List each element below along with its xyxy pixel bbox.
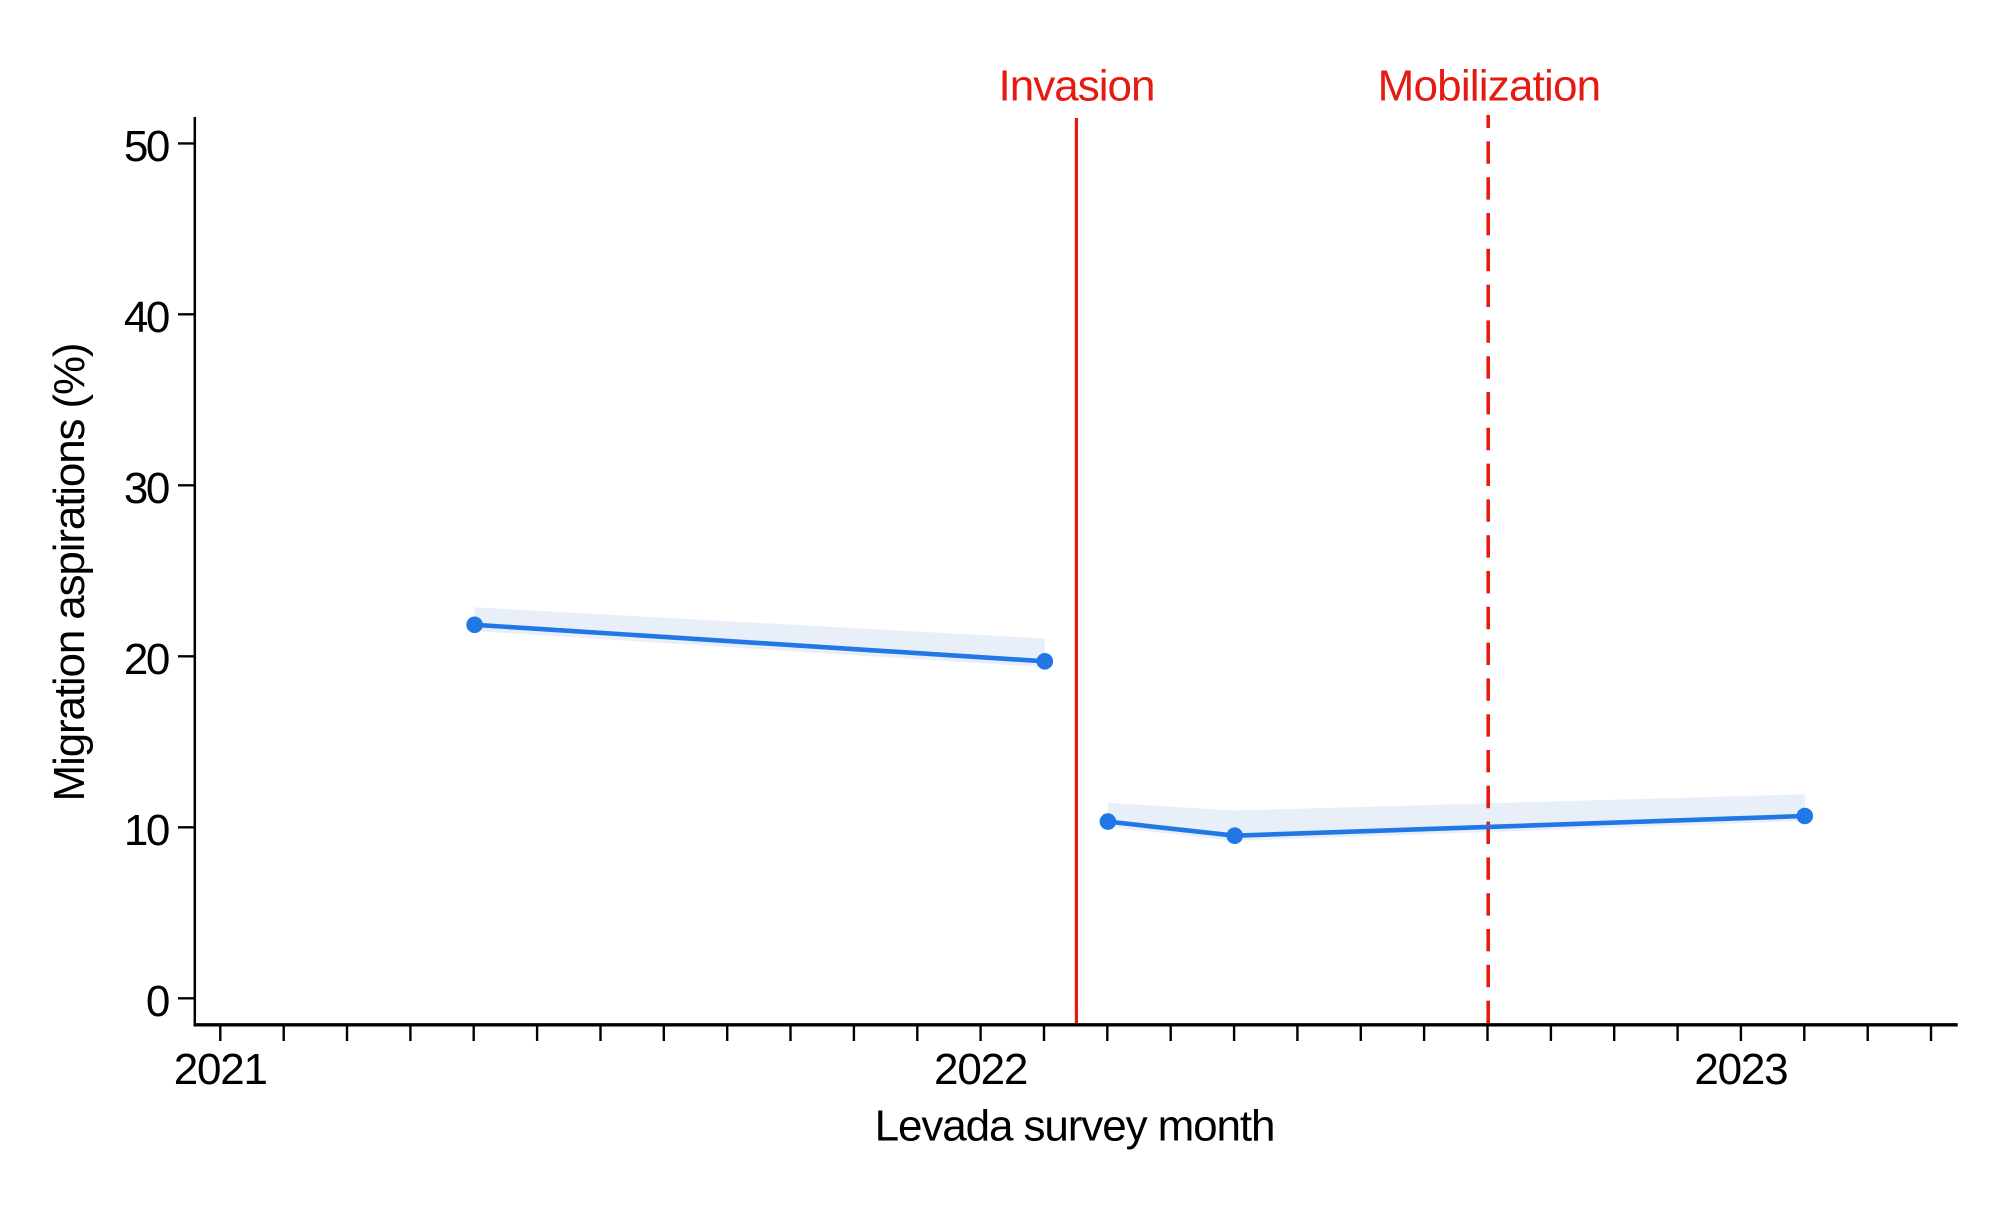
svg-text:Levada survey month: Levada survey month <box>875 1101 1275 1150</box>
svg-text:30: 30 <box>124 464 169 513</box>
svg-text:40: 40 <box>124 293 169 342</box>
svg-text:Migration aspirations (%): Migration aspirations (%) <box>45 344 94 802</box>
svg-text:2022: 2022 <box>934 1045 1027 1094</box>
svg-text:Invasion: Invasion <box>999 62 1155 111</box>
svg-text:2023: 2023 <box>1694 1045 1787 1094</box>
svg-text:Mobilization: Mobilization <box>1378 62 1601 111</box>
svg-text:20: 20 <box>124 635 169 684</box>
svg-text:0: 0 <box>146 977 169 1026</box>
svg-text:50: 50 <box>124 122 169 171</box>
svg-text:2021: 2021 <box>174 1045 267 1094</box>
svg-text:10: 10 <box>124 806 169 855</box>
